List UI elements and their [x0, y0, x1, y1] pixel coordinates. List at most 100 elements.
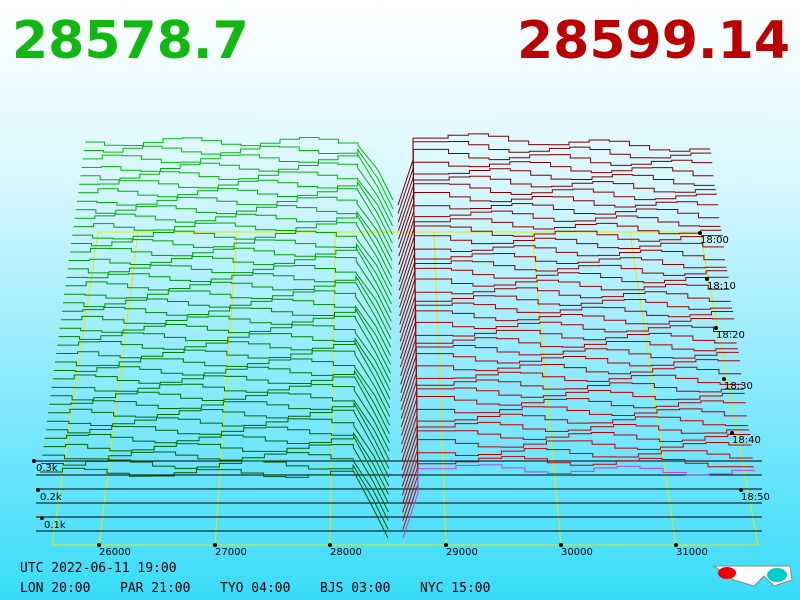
ask-curve: [398, 183, 717, 257]
ask-curve: [397, 133, 710, 206]
glasses-icon[interactable]: [712, 565, 793, 587]
time-label: 18:30: [724, 381, 753, 392]
bid-curve: [58, 332, 391, 400]
bid-curve: [45, 426, 390, 495]
ask-curve: [399, 235, 724, 308]
ask-history: [397, 133, 755, 539]
ask-curve: [402, 448, 753, 522]
bid-curve: [46, 417, 390, 487]
price-label: 26000: [99, 547, 131, 558]
ask-curve: [398, 225, 723, 300]
bid-curve: [60, 315, 391, 383]
price-grid-line: [329, 231, 336, 546]
bid-curve: [72, 230, 393, 296]
depth-label: 0.2k: [40, 492, 62, 503]
city-time: NYC 15:00: [420, 581, 490, 596]
bid-curve: [68, 256, 392, 322]
bid-curve: [82, 152, 394, 218]
price-tick: [559, 543, 563, 547]
price-label: 30000: [561, 547, 593, 558]
depth-grid: [36, 460, 762, 532]
bid-curve: [63, 298, 392, 365]
ask-curve: [398, 175, 716, 248]
bid-curve: [49, 400, 390, 469]
price-label: 27000: [215, 547, 247, 558]
ask-curve: [398, 210, 721, 282]
ask-curve: [398, 168, 715, 240]
ask-curve: [401, 371, 743, 445]
ask-curve: [399, 260, 728, 334]
ask-price: 28599.14: [517, 11, 790, 71]
bid-curve: [64, 290, 392, 357]
ask-curve: [402, 430, 751, 504]
price-label: 31000: [676, 547, 708, 558]
ask-curve: [399, 287, 731, 359]
bid-curve: [81, 162, 394, 227]
ask-curve: [399, 295, 732, 368]
depth-label: 0.3k: [36, 463, 58, 474]
bid-curve: [73, 222, 393, 287]
bid-curve: [59, 324, 391, 391]
ask-curve: [399, 245, 725, 317]
price-tick: [213, 543, 217, 547]
city-time: TYO 04:00: [220, 581, 290, 596]
bid-curve: [67, 264, 392, 331]
ask-curve: [400, 345, 739, 419]
ask-curve: [401, 364, 742, 436]
city-time: BJS 03:00: [320, 581, 390, 596]
bid-curve: [51, 383, 390, 452]
ask-curve: [398, 192, 719, 265]
ask-curve: [397, 148, 713, 223]
ask-curve: [401, 387, 745, 462]
time-tick: [714, 326, 718, 330]
price-grid-line: [214, 231, 238, 546]
city-time: PAR 21:00: [120, 581, 190, 596]
bid-curve: [50, 391, 390, 461]
ask-curve: [401, 396, 746, 470]
bid-curve: [85, 137, 394, 201]
price-tick: [444, 543, 448, 547]
bid-curve: [55, 358, 391, 426]
depth-tick: [40, 516, 44, 520]
price-tick: [328, 543, 332, 547]
price-grid-line: [98, 231, 139, 546]
bid-curve: [61, 306, 391, 374]
city-time: LON 20:00: [20, 581, 90, 596]
price-grid-line: [531, 231, 562, 546]
time-label: 18:50: [741, 492, 770, 503]
time-tick: [722, 377, 726, 381]
bid-curve: [48, 408, 390, 478]
utc-time: UTC 2022-06-11 19:00: [20, 561, 177, 576]
ask-curve: [399, 267, 729, 342]
bid-curve: [71, 239, 392, 305]
bid-curve: [41, 459, 389, 530]
ask-curve: [400, 337, 738, 411]
ask-curve: [397, 141, 712, 214]
ask-curve: [398, 218, 722, 291]
ask-curve: [401, 379, 744, 453]
ask-curve: [400, 321, 736, 393]
bid-curve: [43, 443, 389, 513]
time-label: 18:20: [716, 330, 745, 341]
ask-curve: [398, 203, 720, 274]
depth-tick: [36, 488, 40, 492]
bid-curve: [52, 374, 390, 443]
ask-curve: [402, 456, 754, 530]
ask-curve: [401, 421, 750, 496]
ask-curve: [401, 406, 747, 479]
ask-curve: [400, 310, 735, 385]
time-label: 18:00: [700, 235, 729, 246]
bid-curve: [83, 145, 394, 209]
ask-curve: [400, 353, 740, 428]
time-tick: [739, 488, 743, 492]
price-tick: [97, 543, 101, 547]
ask-curve: [400, 329, 737, 402]
ask-curve: [397, 161, 714, 231]
price-tick: [674, 543, 678, 547]
bid-curve: [66, 273, 392, 339]
ask-curve: [402, 464, 755, 539]
red-lens: [718, 567, 736, 579]
